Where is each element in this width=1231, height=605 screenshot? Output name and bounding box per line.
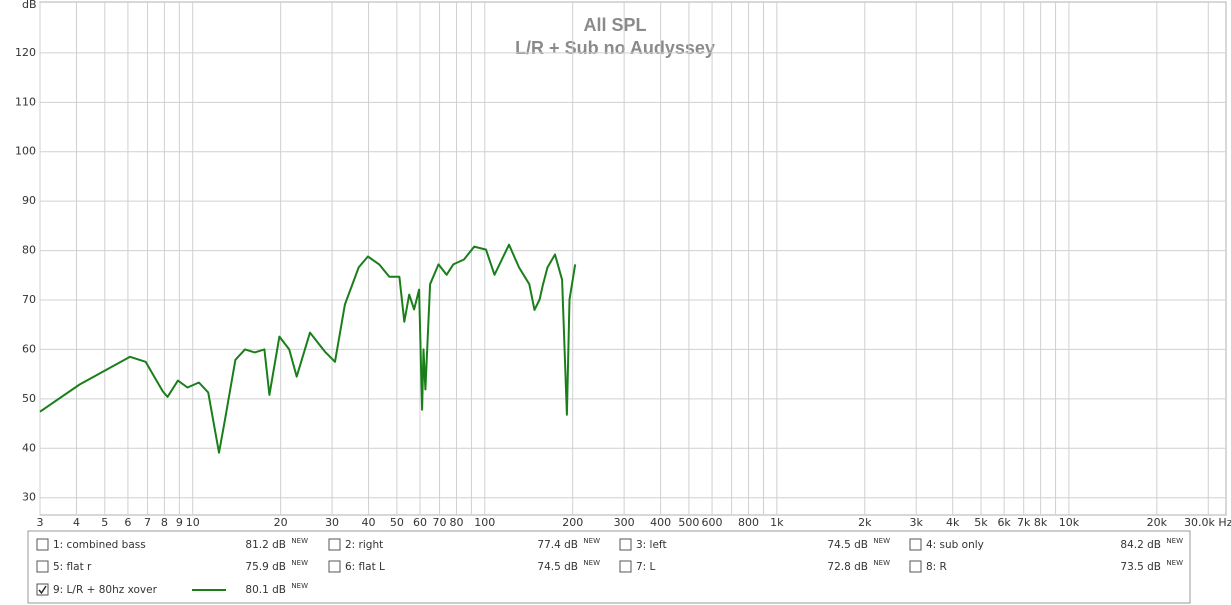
x-tick-label: 500 [678, 516, 699, 529]
legend-reading: 73.5 dB [1120, 561, 1161, 573]
x-tick-label: 6 [124, 516, 131, 529]
x-tick-label: 20 [274, 516, 288, 529]
y-tick-label: 80 [22, 244, 36, 257]
legend-checkbox[interactable] [328, 560, 341, 573]
legend-name: 2: right [345, 539, 383, 551]
chart-subtitle: L/R + Sub no Audyssey [515, 38, 715, 58]
y-tick-label: 90 [22, 194, 36, 207]
legend-checkbox[interactable] [909, 560, 922, 573]
x-tick-label: 4k [946, 516, 960, 529]
x-tick-label: 30 [325, 516, 339, 529]
x-tick-label: 300 [614, 516, 635, 529]
legend-name: 1: combined bass [53, 539, 146, 551]
y-tick-label: 70 [22, 293, 36, 306]
legend-badge: NEW [291, 559, 308, 567]
legend-badge: NEW [291, 537, 308, 545]
y-tick-label: 120 [15, 46, 36, 59]
legend-reading: 80.1 dB [245, 584, 286, 596]
legend-reading: 74.5 dB [537, 561, 578, 573]
legend-checkbox[interactable] [619, 538, 632, 551]
legend-reading: 75.9 dB [245, 561, 286, 573]
x-tick-label: 400 [650, 516, 671, 529]
x-tick-label: 10k [1059, 516, 1080, 529]
legend-name: 5: flat r [53, 561, 92, 573]
legend-reading: 81.2 dB [245, 539, 286, 551]
x-tick-label: 80 [449, 516, 463, 529]
y-tick-label: 30 [22, 491, 36, 504]
legend-checkbox[interactable] [619, 560, 632, 573]
legend-badge: NEW [1166, 559, 1183, 567]
x-tick-label: 60 [413, 516, 427, 529]
x-tick-label: 3k [910, 516, 924, 529]
x-tick-label: 5k [974, 516, 988, 529]
y-tick-label: 60 [22, 342, 36, 355]
plot-frame [39, 1, 1227, 516]
legend-badge: NEW [291, 582, 308, 590]
legend-checkbox[interactable] [36, 538, 49, 551]
x-tick-label: 100 [474, 516, 495, 529]
legend-checkbox[interactable] [328, 538, 341, 551]
x-tick-label: 40 [362, 516, 376, 529]
legend-badge: NEW [583, 559, 600, 567]
x-tick-label: 7k [1017, 516, 1031, 529]
y-axis-label: dB [22, 0, 37, 11]
x-tick-label: 7 [144, 516, 151, 529]
x-tick-label: 50 [390, 516, 404, 529]
y-tick-label: 40 [22, 441, 36, 454]
x-tick-label: 1k [770, 516, 784, 529]
chart-title: All SPL [583, 15, 646, 35]
legend-badge: NEW [873, 559, 890, 567]
legend-badge: NEW [583, 537, 600, 545]
legend-name: 4: sub only [926, 539, 984, 551]
legend-name: 8: R [926, 561, 947, 573]
series-line [39, 243, 577, 454]
x-tick-label: 4 [73, 516, 80, 529]
x-tick-label: 800 [738, 516, 759, 529]
legend-checkbox[interactable] [36, 583, 49, 596]
x-tick-label: 30.0k Hz [1184, 516, 1231, 529]
legend-name: 6: flat L [345, 561, 385, 573]
legend-reading: 84.2 dB [1120, 539, 1161, 551]
legend-checkbox[interactable] [909, 538, 922, 551]
legend-badge: NEW [873, 537, 890, 545]
x-tick-label: 3 [37, 516, 44, 529]
y-tick-label: 110 [15, 95, 36, 108]
legend-name: 3: left [636, 539, 667, 551]
x-tick-label: 2k [858, 516, 872, 529]
legend-badge: NEW [1166, 537, 1183, 545]
legend-reading: 77.4 dB [537, 539, 578, 551]
legend-reading: 74.5 dB [827, 539, 868, 551]
legend-name: 7: L [636, 561, 656, 573]
legend-box [27, 530, 1191, 604]
x-tick-label: 70 [433, 516, 447, 529]
x-tick-label: 200 [562, 516, 583, 529]
x-tick-label: 6k [997, 516, 1011, 529]
legend-name: 9: L/R + 80hz xover [53, 584, 158, 596]
x-tick-label: 8k [1034, 516, 1048, 529]
x-tick-label: 5 [101, 516, 108, 529]
legend-reading: 72.8 dB [827, 561, 868, 573]
x-tick-label: 600 [702, 516, 723, 529]
legend-checkbox[interactable] [36, 560, 49, 573]
x-tick-label: 10 [186, 516, 200, 529]
y-tick-label: 50 [22, 392, 36, 405]
x-tick-label: 20k [1147, 516, 1168, 529]
x-tick-label: 8 [161, 516, 168, 529]
legend-check [38, 585, 47, 595]
x-tick-label: 9 [176, 516, 183, 529]
y-tick-label: 100 [15, 145, 36, 158]
